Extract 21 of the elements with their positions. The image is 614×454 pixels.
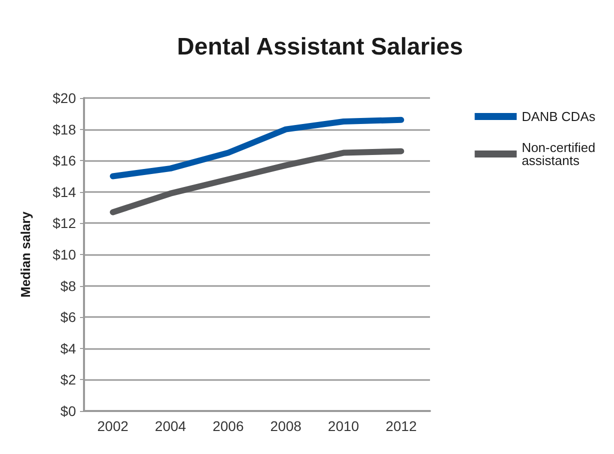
x-tick-label: 2010: [328, 418, 360, 434]
y-tick-label: $20: [52, 90, 76, 106]
y-tick-label: $16: [52, 152, 76, 169]
legend-label: Non-certified assistants: [522, 140, 600, 168]
y-tick-label: $10: [52, 246, 76, 262]
x-tick-label: 2004: [154, 418, 186, 434]
y-tick-label: $4: [60, 340, 76, 356]
y-axis-title: Median salary: [18, 210, 33, 298]
x-tick-label: 2002: [97, 418, 129, 434]
y-tick-label: $6: [60, 309, 76, 326]
y-tick-label: $0: [60, 403, 76, 419]
x-tick-label: 2006: [212, 418, 244, 434]
legend-label: DANB CDAs: [522, 109, 596, 124]
y-tick-label: $2: [60, 372, 76, 388]
y-tick-label: $12: [52, 215, 76, 232]
x-tick-label: 2008: [270, 418, 302, 434]
chart-title: Dental Assistant Salaries: [177, 34, 463, 60]
y-tick-label: $14: [52, 184, 76, 200]
y-tick-label: $18: [52, 121, 76, 138]
y-tick-label: $8: [60, 278, 76, 294]
x-tick-label: 2012: [386, 418, 417, 434]
